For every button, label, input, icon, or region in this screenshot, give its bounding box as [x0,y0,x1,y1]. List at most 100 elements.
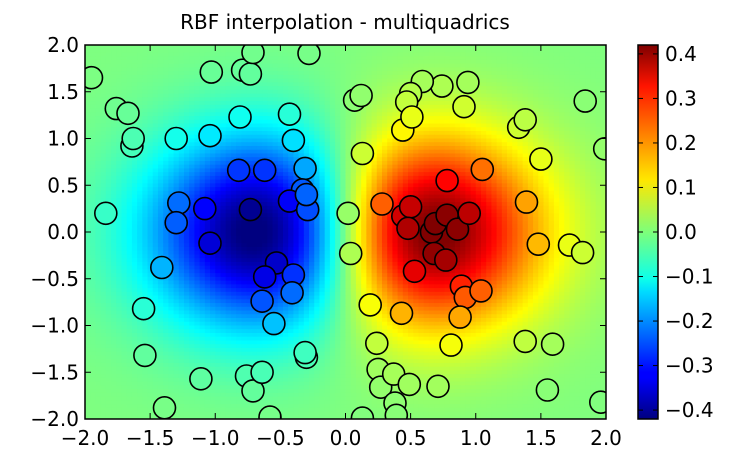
heatmap-cell [225,74,232,80]
heatmap-cell [507,172,513,177]
heatmap-cell [491,74,498,80]
heatmap-cell [470,190,477,196]
heatmap-cell [324,119,331,125]
heatmap-cell [585,217,591,222]
heatmap-cell [225,160,232,166]
heatmap-cell [366,205,373,211]
heatmap-cell [111,228,117,233]
heatmap-cell [152,202,159,207]
heatmap-cell [496,48,503,54]
heatmap-cell [147,198,154,203]
heatmap-cell [595,78,602,83]
heatmap-cell [100,145,107,151]
heatmap-cell [465,119,472,125]
heatmap-cell [126,187,133,192]
heatmap-cell [371,217,378,222]
heatmap-cell [538,187,545,192]
heatmap-cell [152,183,159,188]
heatmap-cell [288,56,294,61]
heatmap-cell [538,209,545,214]
heatmap-cell [527,89,534,95]
heatmap-cell [340,93,347,98]
heatmap-cell [449,164,456,170]
heatmap-cell [100,78,107,83]
heatmap-cell [157,59,164,65]
heatmap-cell [183,89,190,95]
heatmap-cell [215,164,222,170]
heatmap-cell [475,56,482,61]
heatmap-cell [361,131,367,136]
heatmap-cell [183,78,190,83]
heatmap-cell [282,168,289,173]
heatmap-cell [199,149,206,155]
heatmap-cell [194,131,201,136]
heatmap-cell [527,93,534,98]
heatmap-cell [105,74,112,80]
heatmap-cell [480,108,487,113]
heatmap-cell [168,190,175,196]
heatmap-cell [376,116,383,121]
heatmap-cell [387,153,393,158]
heatmap-cell [475,224,482,229]
heatmap-cell [408,145,414,151]
heatmap-cell [95,48,102,54]
heatmap-cell [329,74,336,80]
heatmap-cell [553,131,560,136]
heatmap-cell [569,220,576,226]
heatmap-cell [189,142,196,147]
heatmap-cell [241,97,248,102]
heatmap-cell [371,104,378,110]
heatmap-cell [293,93,300,98]
heatmap-cell [298,71,305,76]
heatmap-cell [600,172,606,177]
heatmap-cell [413,183,420,188]
heatmap-cell [595,164,602,170]
heatmap-cell [585,63,591,69]
heatmap-cell [215,48,222,54]
heatmap-cell [309,82,315,87]
heatmap-cell [85,194,91,199]
heatmap-cell [590,183,597,188]
heatmap-cell [236,194,242,199]
heatmap-cell [121,89,128,95]
heatmap-cell [480,153,487,158]
heatmap-cell [376,217,383,222]
heatmap-cell [105,194,112,199]
heatmap-cell [210,108,216,113]
heatmap-cell [569,63,576,69]
heatmap-cell [329,119,336,125]
heatmap-cell [121,172,128,177]
heatmap-cell [314,145,321,151]
heatmap-cell [361,224,367,229]
heatmap-cell [152,205,159,211]
heatmap-cell [496,112,503,117]
heatmap-cell [371,127,378,132]
heatmap-cell [204,108,211,113]
heatmap-cell [282,213,289,218]
heatmap-cell [241,149,248,155]
heatmap-cell [600,164,606,170]
heatmap-cell [314,71,321,76]
heatmap-cell [319,63,326,69]
heatmap-cell [501,205,508,211]
heatmap-cell [324,74,331,80]
heatmap-cell [262,108,268,113]
heatmap-cell [189,213,196,218]
heatmap-cell [569,74,576,80]
heatmap-cell [361,59,367,65]
heatmap-cell [543,213,550,218]
heatmap-cell [522,63,529,69]
heatmap-cell [194,187,201,192]
heatmap-cell [230,127,237,132]
heatmap-cell [548,71,555,76]
heatmap-cell [298,104,305,110]
heatmap-cell [147,172,154,177]
heatmap-cell [366,104,373,110]
heatmap-cell [475,220,482,226]
heatmap-cell [335,59,341,65]
heatmap-cell [507,198,513,203]
heatmap-cell [579,56,586,61]
heatmap-cell [152,138,159,143]
heatmap-cell [350,59,357,65]
heatmap-cell [475,48,482,54]
